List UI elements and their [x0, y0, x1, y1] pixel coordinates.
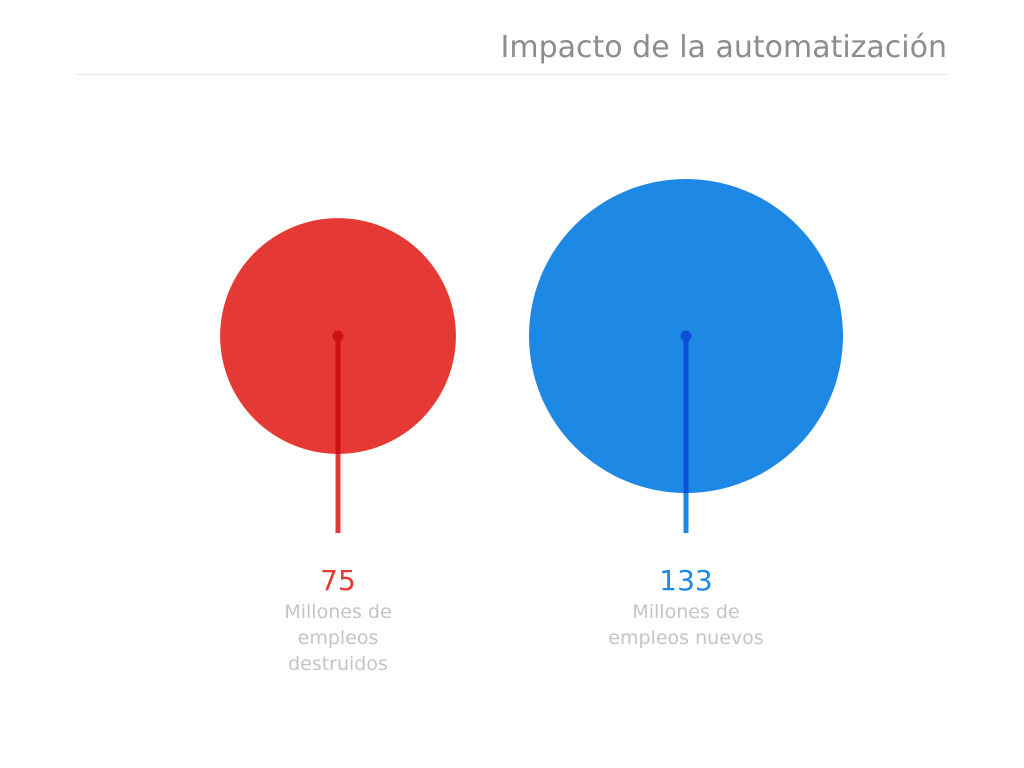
caption-line: empleos — [298, 627, 379, 649]
title-divider — [77, 74, 947, 75]
chart-title: Impacto de la automatización — [500, 30, 947, 65]
value-label: 133 — [659, 564, 712, 597]
caption-line: Millones de — [632, 601, 739, 623]
caption-line: Millones de — [284, 601, 391, 623]
caption-line: destruidos — [288, 653, 388, 675]
center-dot — [332, 330, 344, 342]
value-label: 75 — [320, 564, 356, 597]
center-dot — [680, 330, 692, 342]
caption-line: empleos nuevos — [608, 627, 763, 649]
